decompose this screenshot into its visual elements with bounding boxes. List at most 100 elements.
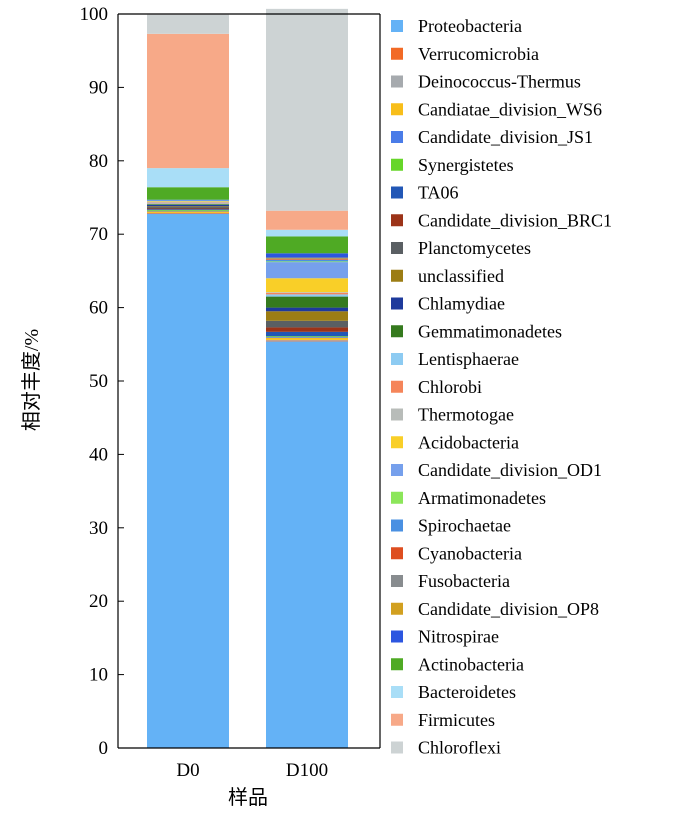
bar-segment-d100-22 — [266, 253, 348, 258]
legend-label-9: unclassified — [418, 266, 504, 286]
bar-segment-d0-10 — [147, 204, 229, 207]
bar-segment-d100-17 — [266, 261, 348, 263]
legend-swatch-23 — [391, 658, 403, 671]
bar-segment-d0-7 — [147, 208, 229, 210]
bars-layer — [147, 8, 348, 748]
legend-label-22: Nitrospirae — [418, 627, 499, 647]
legend-label-15: Acidobacteria — [418, 432, 519, 452]
legend-label-17: Armatimonadetes — [418, 488, 546, 508]
y-tick-label-100: 100 — [80, 4, 109, 25]
y-tick-label-90: 90 — [89, 77, 108, 98]
y-axis-title: 相对丰度/% — [20, 329, 43, 431]
bar-segment-d100-7 — [266, 327, 348, 332]
legend-swatch-9 — [391, 269, 403, 282]
x-axis-title: 样品 — [228, 786, 268, 809]
y-tick-label-20: 20 — [89, 591, 108, 612]
legend-swatch-8 — [391, 242, 403, 254]
bar-segment-d0-15 — [147, 201, 229, 202]
legend-swatch-22 — [391, 630, 403, 643]
legend-swatch-5 — [391, 158, 403, 171]
legend-label-4: Candidate_division_JS1 — [418, 127, 593, 147]
bar-segment-d100-6 — [266, 331, 348, 337]
legend-swatch-4 — [391, 131, 403, 143]
legend-swatch-3 — [391, 103, 403, 116]
bar-segment-d100-1 — [266, 340, 348, 342]
bar-segment-d100-21 — [266, 257, 348, 259]
legend-label-24: Bacteroidetes — [418, 682, 516, 702]
legend-swatch-0 — [391, 20, 403, 32]
legend-swatch-1 — [391, 47, 403, 60]
legend-swatch-14 — [391, 408, 403, 421]
legend-swatch-24 — [391, 686, 403, 698]
x-tick-label-d100: D100 — [286, 760, 328, 781]
bar-segment-d100-26 — [266, 8, 348, 211]
legend-swatch-25 — [391, 713, 403, 726]
bar-segment-d0-18 — [147, 199, 229, 201]
bar-segment-d100-3 — [266, 337, 348, 340]
bar-segment-d100-19 — [266, 259, 348, 260]
bar-segment-d100-16 — [266, 262, 348, 279]
legend-swatch-20 — [391, 575, 403, 587]
legend-label-7: Candidate_division_BRC1 — [418, 210, 612, 230]
y-tick-label-50: 50 — [89, 371, 108, 392]
bar-segment-d100-25 — [266, 210, 348, 230]
legend-swatch-17 — [391, 491, 403, 504]
bar-segment-d0-16 — [147, 200, 229, 202]
bar-segment-d100-13 — [266, 292, 348, 295]
legend-label-11: Gemmatimonadetes — [418, 321, 562, 341]
y-tick-label-80: 80 — [89, 151, 108, 172]
legend-swatch-7 — [391, 214, 403, 227]
legend-label-5: Synergistetes — [418, 155, 514, 175]
legend-label-10: Chlamydiae — [418, 294, 505, 314]
y-tick-label-70: 70 — [89, 224, 108, 245]
legend-swatch-6 — [391, 186, 403, 199]
legend-label-13: Chlorobi — [418, 377, 482, 397]
bar-segment-d0-8 — [147, 207, 229, 209]
legend-label-12: Lentisphaerae — [418, 349, 519, 369]
bar-segment-d0-24 — [147, 168, 229, 188]
bar-segment-d100-18 — [266, 259, 348, 262]
legend-label-21: Candidate_division_OP8 — [418, 599, 599, 619]
legend-label-3: Candiatae_division_WS6 — [418, 99, 602, 119]
bar-segment-d0-4 — [147, 210, 229, 212]
legend-label-26: Chloroflexi — [418, 738, 501, 758]
x-tick-label-d0: D0 — [176, 760, 199, 781]
legend-label-8: Planctomycetes — [418, 238, 531, 258]
legend-label-6: TA06 — [418, 183, 459, 203]
bar-segment-d0-11 — [147, 204, 229, 205]
bar-segment-d100-14 — [266, 292, 348, 293]
legend-swatch-19 — [391, 547, 403, 560]
legend-label-18: Spirochaetae — [418, 516, 511, 536]
legend-label-16: Candidate_division_OD1 — [418, 460, 602, 480]
bar-segment-d0-1 — [147, 212, 229, 214]
legend-label-19: Cyanobacteria — [418, 543, 522, 563]
bar-segment-d0-25 — [147, 33, 229, 169]
bar-segment-d100-9 — [266, 311, 348, 321]
axes-layer: 0 10 20 30 40 50 60 70 80 90 100 D0 D100 — [80, 4, 381, 781]
legend-swatch-26 — [391, 741, 403, 754]
legend-swatch-2 — [391, 75, 403, 88]
bar-segment-d0-9 — [147, 206, 229, 208]
bar-segment-d100-5 — [266, 336, 348, 337]
legend-label-0: Proteobacteria — [418, 16, 522, 36]
bar-segment-d100-11 — [266, 296, 348, 308]
legend-swatch-10 — [391, 297, 403, 310]
legend-label-2: Deinococcus-Thermus — [418, 72, 581, 92]
bar-segment-d0-3 — [147, 211, 229, 213]
bar-segment-d0-23 — [147, 187, 229, 200]
bar-segment-d100-0 — [266, 341, 348, 748]
bar-segment-d100-24 — [266, 229, 348, 237]
legend-label-23: Actinobacteria — [418, 654, 524, 674]
bar-segment-d100-12 — [266, 294, 348, 297]
legend-swatch-13 — [391, 380, 403, 393]
legend-label-25: Firmicutes — [418, 710, 495, 730]
bar-segment-d100-10 — [266, 307, 348, 312]
legend-swatch-21 — [391, 602, 403, 615]
bar-segment-d100-2 — [266, 339, 348, 341]
bar-segment-d0-13 — [147, 202, 229, 204]
bar-segment-d100-4 — [266, 336, 348, 338]
y-tick-label-10: 10 — [89, 665, 108, 686]
legend: Proteobacteria Verrucomicrobia Deinococcus… — [391, 16, 612, 758]
bar-segment-d0-0 — [147, 213, 229, 748]
